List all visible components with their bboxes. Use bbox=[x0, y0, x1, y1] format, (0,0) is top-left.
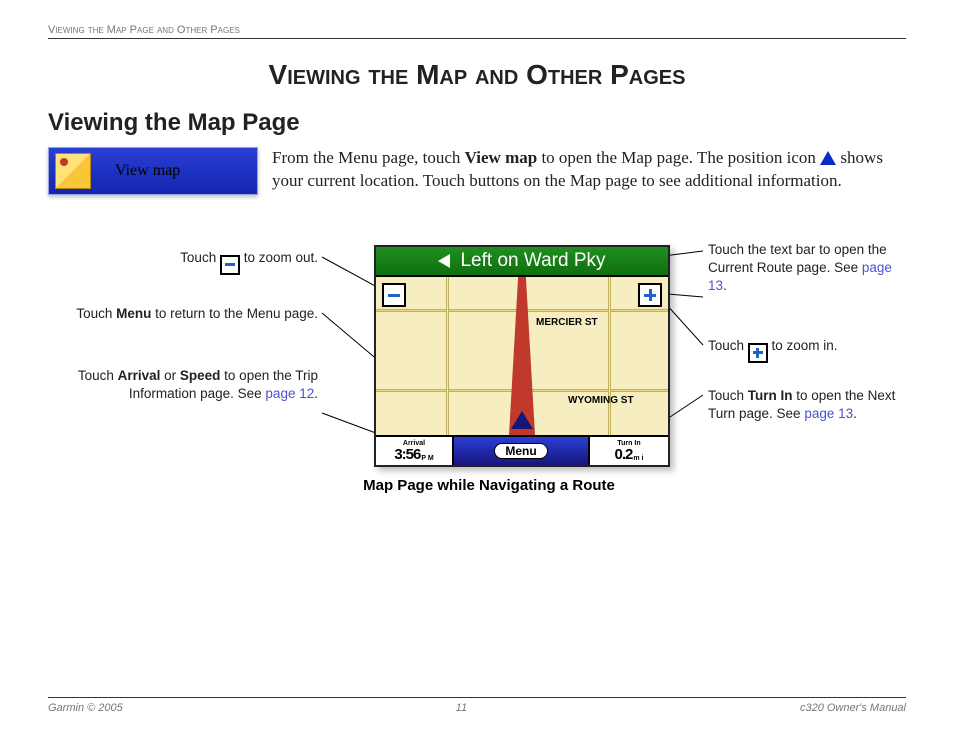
footer-page-number: 11 bbox=[456, 702, 467, 714]
vehicle-icon bbox=[511, 411, 533, 429]
menu-button[interactable]: Menu bbox=[454, 437, 590, 465]
position-icon bbox=[820, 151, 836, 165]
figure-caption: Map Page while Navigating a Route bbox=[48, 477, 906, 494]
callout-text-bar: Touch the text bar to open the Current R… bbox=[708, 241, 908, 296]
plus-icon bbox=[748, 343, 768, 363]
callout-turn-in: Touch Turn In to open the Next Turn page… bbox=[708, 387, 908, 423]
section-title: Viewing the Map Page bbox=[48, 109, 906, 137]
page-title: Viewing the Map and Other Pages bbox=[48, 59, 906, 91]
view-map-button[interactable]: View map bbox=[48, 147, 258, 195]
turn-in-button[interactable]: Turn In 0.2 m i bbox=[590, 437, 668, 465]
minus-icon bbox=[220, 255, 240, 275]
street-label-1: MERCIER ST bbox=[536, 317, 598, 328]
zoom-in-button[interactable] bbox=[638, 283, 662, 307]
callout-arrival-speed: Touch Arrival or Speed to open the Trip … bbox=[48, 367, 318, 403]
map-icon bbox=[55, 153, 91, 189]
link-page-12[interactable]: page 12 bbox=[265, 386, 314, 401]
arrival-button[interactable]: Arrival 3:56 P M bbox=[376, 437, 454, 465]
callout-zoom-out: Touch to zoom out. bbox=[48, 249, 318, 275]
map-screenshot: Left on Ward Pky MERCIER ST WYOMING ST A… bbox=[374, 245, 670, 467]
link-page-13b[interactable]: page 13 bbox=[804, 406, 853, 421]
page-footer: Garmin © 2005 11 c320 Owner's Manual bbox=[48, 697, 906, 714]
callout-menu: Touch Menu to return to the Menu page. bbox=[48, 305, 318, 323]
view-map-label: View map bbox=[115, 162, 180, 180]
turn-arrow-icon bbox=[438, 254, 450, 268]
footer-left: Garmin © 2005 bbox=[48, 702, 123, 714]
running-header: Viewing the Map Page and Other Pages bbox=[48, 24, 906, 39]
intro-paragraph: From the Menu page, touch View map to op… bbox=[272, 147, 906, 193]
map-canvas[interactable]: MERCIER ST WYOMING ST bbox=[376, 277, 668, 435]
zoom-out-button[interactable] bbox=[382, 283, 406, 307]
diagram: Touch to zoom out. Touch Menu to return … bbox=[48, 245, 906, 545]
street-label-2: WYOMING ST bbox=[568, 395, 634, 406]
callout-zoom-in: Touch to zoom in. bbox=[708, 337, 908, 363]
route-text-bar[interactable]: Left on Ward Pky bbox=[376, 247, 668, 277]
footer-right: c320 Owner's Manual bbox=[800, 702, 906, 714]
